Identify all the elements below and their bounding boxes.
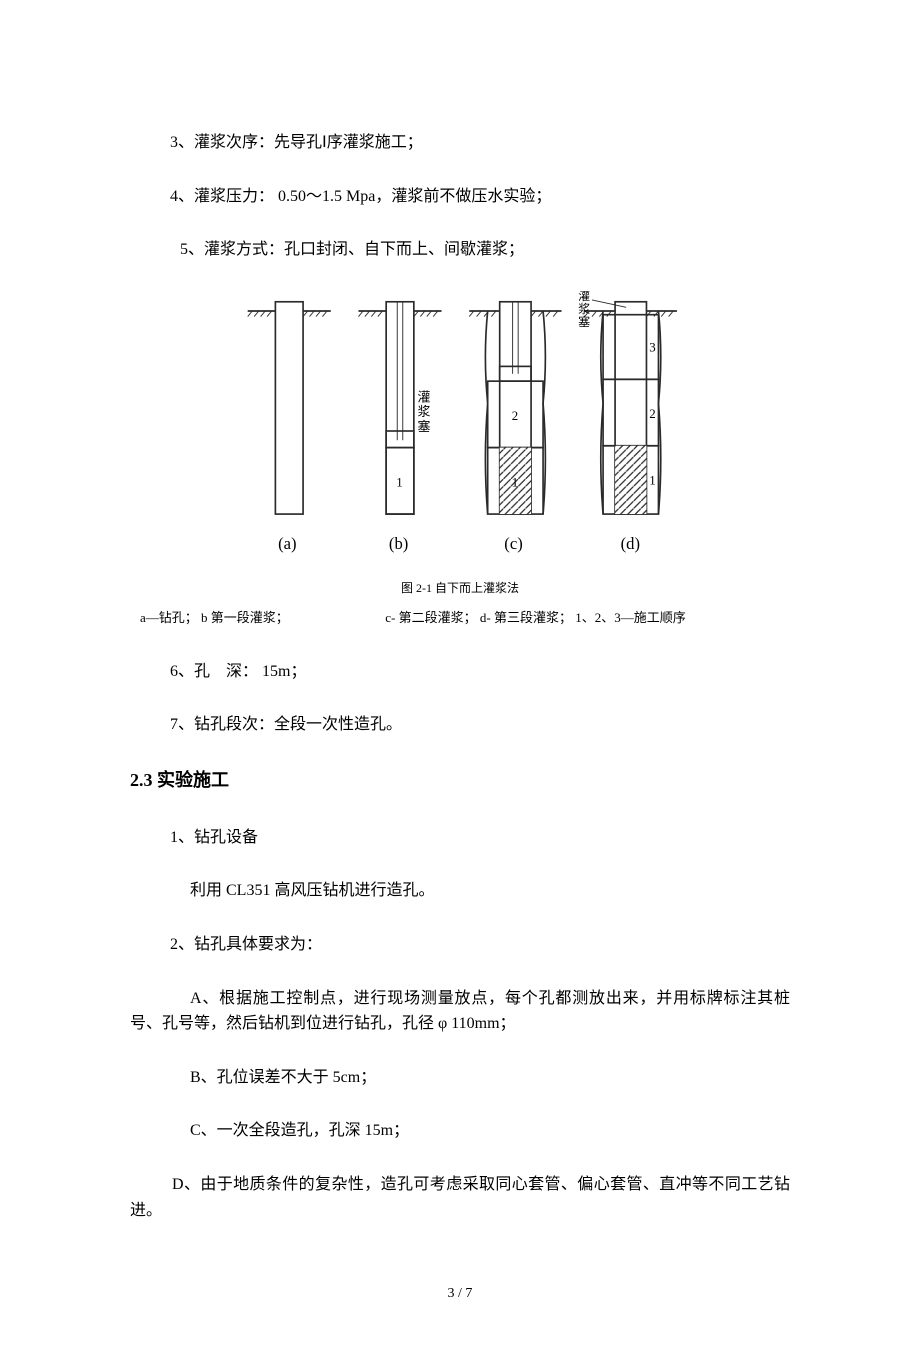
stage-num-1b: 1 (396, 474, 402, 489)
item-7: 7、钻孔段次：全段一次性造孔。 (130, 712, 790, 738)
grouting-diagram: (a) 1 灌浆塞 (b) (220, 291, 700, 571)
label-b: (b) (389, 534, 408, 553)
sec23-q1: 1、钻孔设备 (130, 825, 790, 851)
item-4: 4、灌浆压力： 0.50～1.5 Mpa，灌浆前不做压水实验； (130, 184, 790, 210)
stage-num-3d: 3 (649, 339, 655, 354)
sec23-qd: D、由于地质条件的复杂性，造孔可考虑采取同心套管、偏心套管、直冲等不同工艺钻进。 (130, 1172, 790, 1223)
figure-legend: a—钻孔； b 第一段灌浆； c- 第二段灌浆； d- 第三段灌浆； 1、2、3… (130, 608, 790, 629)
page-number: 3 / 7 (130, 1283, 790, 1305)
sec23-qb: B、孔位误差不大于 5cm； (130, 1065, 790, 1091)
figure-2-1: (a) 1 灌浆塞 (b) (220, 291, 700, 571)
label-d: (d) (621, 534, 640, 553)
legend-right: c- 第二段灌浆； d- 第三段灌浆； 1、2、3—施工顺序 (385, 610, 685, 625)
sec23-qc: C、一次全段造孔，孔深 15m； (130, 1118, 790, 1144)
label-c: (c) (504, 534, 522, 553)
sec23-q1-body: 利用 CL351 高风压钻机进行造孔。 (130, 878, 790, 904)
stage-num-2c: 2 (512, 408, 518, 423)
sec23-q2: 2、钻孔具体要求为： (130, 932, 790, 958)
stage-num-1d: 1 (649, 472, 655, 487)
item-5: 5、灌浆方式：孔口封闭、自下而上、间歇灌浆； (130, 237, 790, 263)
legend-left: a—钻孔； b 第一段灌浆； (140, 610, 289, 625)
plug-label-b: 灌浆塞 (418, 389, 431, 434)
figure-caption: 图 2-1 自下而上灌浆法 (130, 579, 790, 598)
stage-num-1c: 1 (512, 474, 518, 489)
stage-num-2d: 2 (649, 406, 655, 421)
item-6: 6、孔 深： 15m； (130, 659, 790, 685)
section-2-3-heading: 2.3 实验施工 (130, 766, 790, 795)
sec23-qa: A、根据施工控制点，进行现场测量放点，每个孔都测放出来，并用标牌标注其桩号、孔号… (130, 986, 790, 1037)
plug-label-d: 灌浆塞 (578, 291, 590, 329)
item-3: 3、灌浆次序：先导孔Ⅰ序灌浆施工； (130, 130, 790, 156)
label-a: (a) (278, 534, 296, 553)
